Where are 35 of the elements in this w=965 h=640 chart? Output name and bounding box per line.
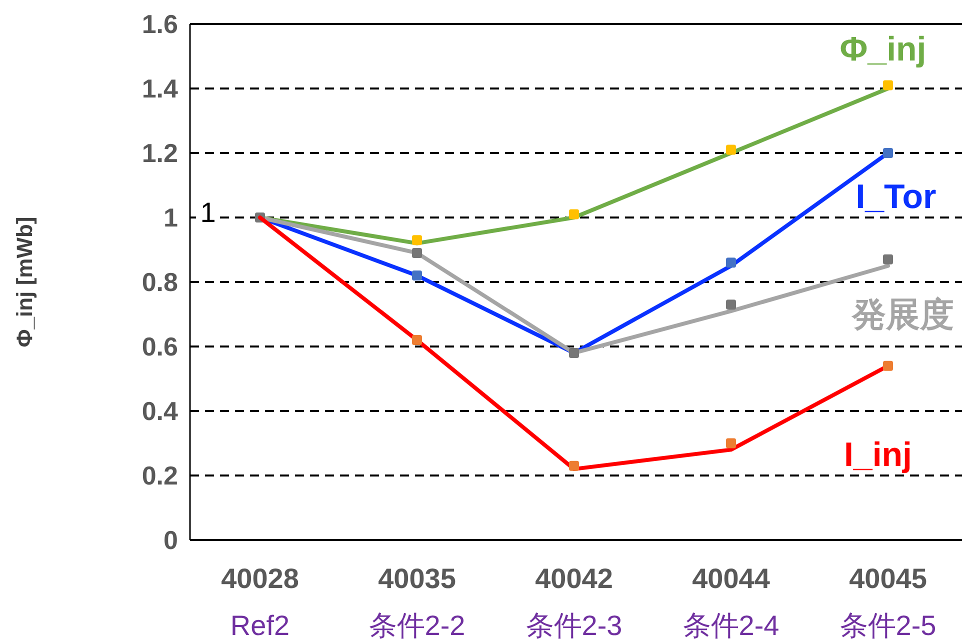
series-label: 発展度: [851, 296, 954, 334]
y-tick-label: 0.2: [142, 460, 178, 491]
y-tick-label: 0.8: [142, 267, 178, 298]
x-tick-label: 40042 条件2-3: [526, 563, 622, 640]
point: [412, 270, 422, 281]
point: [883, 80, 893, 90]
y-tick-label: 1.2: [142, 138, 178, 168]
y-tick-label: 0.6: [142, 332, 178, 362]
point: [569, 348, 579, 358]
series-label: Φ_inj: [840, 30, 926, 68]
point: [726, 258, 736, 268]
series-label: I_Tor: [856, 178, 936, 216]
y-tick-label: 0.4: [142, 396, 179, 426]
point: [569, 460, 579, 471]
y-tick-label: 1.6: [142, 9, 178, 40]
point: [883, 360, 893, 371]
point: [726, 144, 736, 155]
y-tick-label: 1: [164, 202, 178, 233]
point: [726, 438, 736, 448]
x-tick-label: 40035 条件2-2: [368, 563, 466, 640]
x-tick-label: 40028 Ref2: [221, 563, 299, 640]
y-tick-label: 1.4: [142, 74, 179, 104]
x-tick-label: 40045 条件2-5: [840, 563, 936, 640]
point: [412, 235, 422, 246]
y-tick-label: 0: [164, 525, 178, 556]
annotation: 1: [200, 196, 216, 228]
point: [412, 248, 422, 258]
point: [569, 209, 579, 220]
series-label: I_inj: [844, 436, 912, 474]
x-tick-label: 40044 条件2-4: [682, 563, 780, 640]
point: [883, 148, 893, 158]
point: [726, 300, 736, 310]
point: [412, 335, 422, 346]
point: [883, 254, 893, 264]
y-axis-title: Φ_inj [mWb]: [12, 216, 37, 348]
